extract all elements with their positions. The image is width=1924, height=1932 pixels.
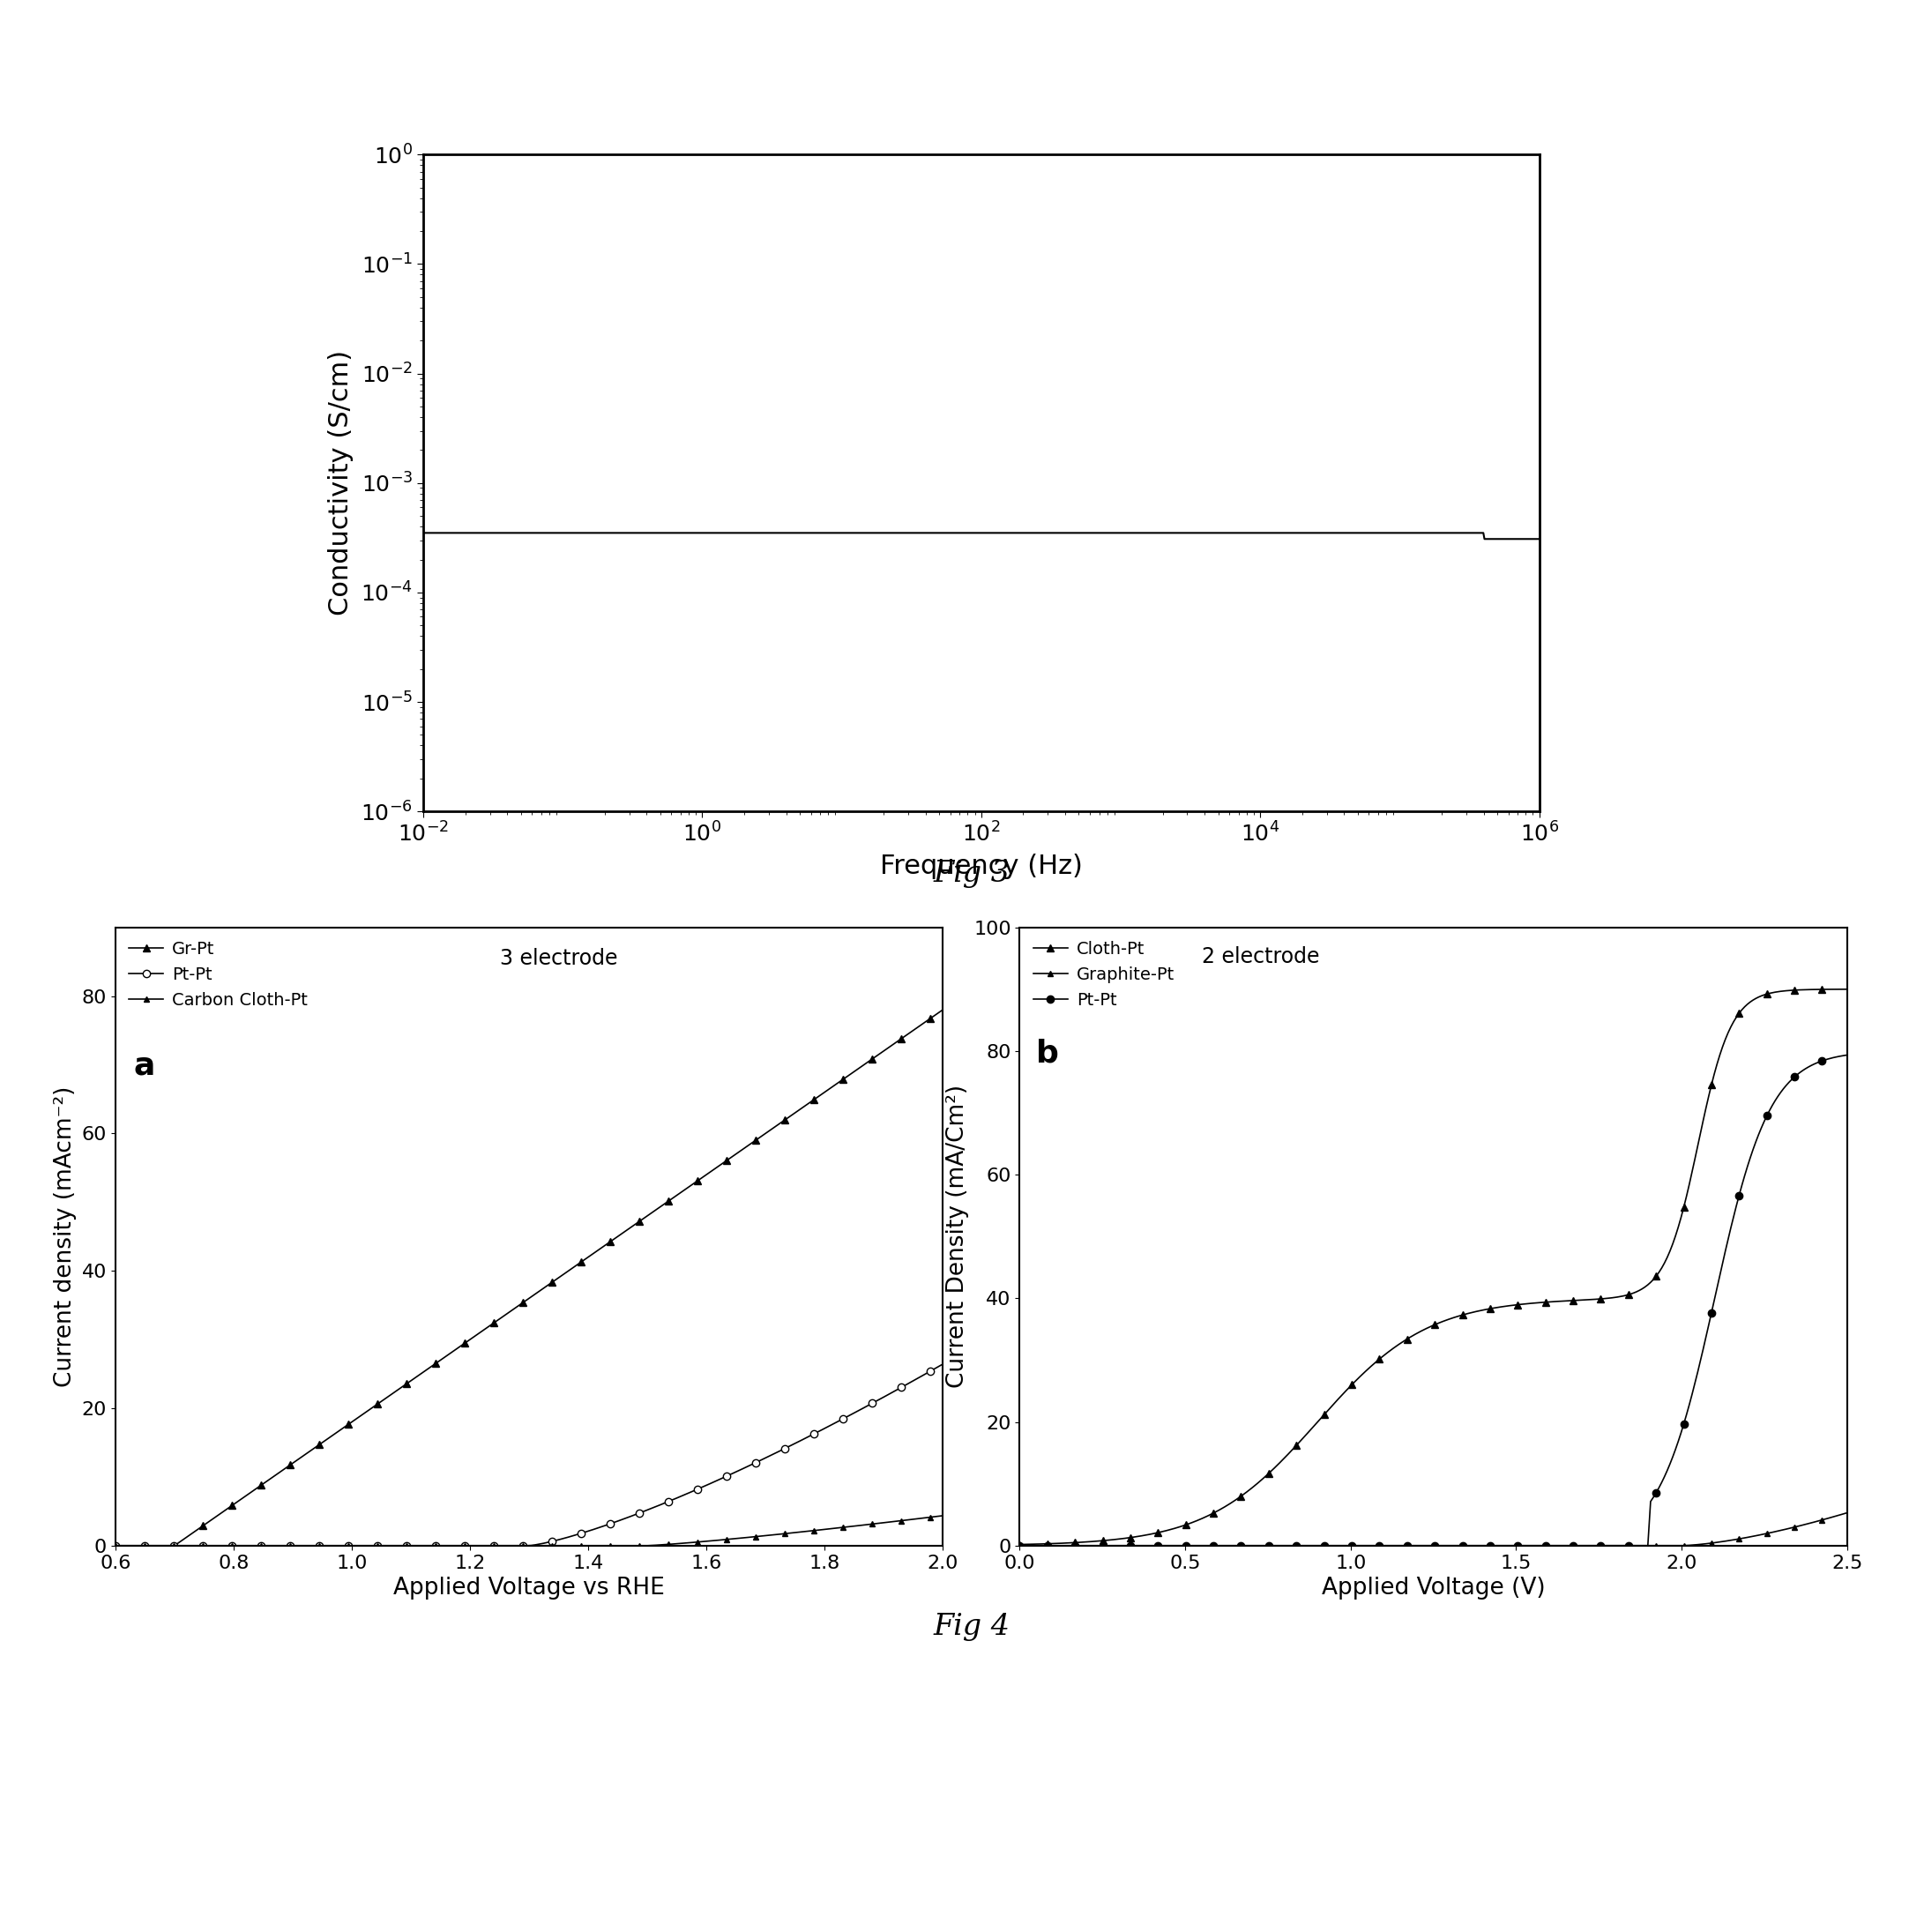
- Pt-Pt: [137, 1534, 160, 1557]
- X-axis label: Applied Voltage vs RHE: Applied Voltage vs RHE: [392, 1577, 666, 1600]
- Y-axis label: Current Density (mA/Cm²): Current Density (mA/Cm²): [947, 1084, 968, 1389]
- Pt-Pt: [860, 1391, 883, 1414]
- Cloth-Pt: [1010, 1532, 1033, 1555]
- Pt-Pt: [258, 1534, 281, 1557]
- Gr-Pt: [325, 1422, 348, 1445]
- Pt-Pt: [1835, 1043, 1859, 1066]
- Line: Pt-Pt: Pt-Pt: [1016, 1051, 1851, 1549]
- Carbon Cloth-Pt: [860, 1513, 883, 1536]
- Gr-Pt: [154, 1534, 177, 1557]
- Text: b: b: [1037, 1039, 1058, 1068]
- Legend: Cloth-Pt, Graphite-Pt, Pt-Pt: Cloth-Pt, Graphite-Pt, Pt-Pt: [1027, 935, 1179, 1014]
- Text: 2 electrode: 2 electrode: [1202, 947, 1320, 968]
- Graphite-Pt: [1759, 1520, 1782, 1544]
- X-axis label: Frequency (Hz): Frequency (Hz): [879, 854, 1083, 879]
- Cloth-Pt: [1514, 1293, 1537, 1316]
- Pt-Pt: [1010, 1534, 1033, 1557]
- Line: Graphite-Pt: Graphite-Pt: [1016, 1509, 1851, 1549]
- Carbon Cloth-Pt: [137, 1534, 160, 1557]
- Line: Carbon Cloth-Pt: Carbon Cloth-Pt: [112, 1513, 947, 1549]
- Line: Gr-Pt: Gr-Pt: [112, 1007, 947, 1549]
- Gr-Pt: [137, 1534, 160, 1557]
- Carbon Cloth-Pt: [154, 1534, 177, 1557]
- Carbon Cloth-Pt: [325, 1534, 348, 1557]
- Pt-Pt: [1499, 1534, 1522, 1557]
- Y-axis label: Conductivity (S/cm): Conductivity (S/cm): [329, 350, 354, 616]
- Pt-Pt: [1008, 1534, 1031, 1557]
- Pt-Pt: [154, 1534, 177, 1557]
- Graphite-Pt: [1705, 1530, 1728, 1553]
- Graphite-Pt: [1501, 1534, 1524, 1557]
- Gr-Pt: [931, 999, 954, 1022]
- Cloth-Pt: [1499, 1294, 1522, 1318]
- Graphite-Pt: [1010, 1534, 1033, 1557]
- Gr-Pt: [258, 1468, 281, 1492]
- Carbon Cloth-Pt: [258, 1534, 281, 1557]
- Text: 3 electrode: 3 electrode: [500, 949, 618, 970]
- Carbon Cloth-Pt: [931, 1505, 954, 1528]
- Graphite-Pt: [1835, 1501, 1859, 1524]
- Line: Pt-Pt: Pt-Pt: [112, 1360, 947, 1549]
- Pt-Pt: [1514, 1534, 1537, 1557]
- Y-axis label: Current density (mAcm⁻²): Current density (mAcm⁻²): [54, 1086, 77, 1387]
- X-axis label: Applied Voltage (V): Applied Voltage (V): [1322, 1577, 1545, 1600]
- Carbon Cloth-Pt: [889, 1509, 912, 1532]
- Carbon Cloth-Pt: [104, 1534, 127, 1557]
- Pt-Pt: [889, 1376, 912, 1399]
- Gr-Pt: [889, 1028, 912, 1051]
- Line: Cloth-Pt: Cloth-Pt: [1016, 985, 1851, 1548]
- Cloth-Pt: [1835, 978, 1859, 1001]
- Gr-Pt: [860, 1047, 883, 1070]
- Graphite-Pt: [1514, 1534, 1537, 1557]
- Graphite-Pt: [1499, 1534, 1522, 1557]
- Cloth-Pt: [1705, 1053, 1728, 1076]
- Cloth-Pt: [1759, 981, 1782, 1005]
- Graphite-Pt: [1008, 1534, 1031, 1557]
- Legend: Gr-Pt, Pt-Pt, Carbon Cloth-Pt: Gr-Pt, Pt-Pt, Carbon Cloth-Pt: [123, 935, 314, 1014]
- Text: a: a: [133, 1051, 154, 1082]
- Pt-Pt: [325, 1534, 348, 1557]
- Gr-Pt: [104, 1534, 127, 1557]
- Pt-Pt: [1759, 1099, 1782, 1122]
- Pt-Pt: [104, 1534, 127, 1557]
- Pt-Pt: [1705, 1277, 1728, 1300]
- Text: Fig 3: Fig 3: [933, 860, 1010, 889]
- Pt-Pt: [1501, 1534, 1524, 1557]
- Cloth-Pt: [1008, 1532, 1031, 1555]
- Cloth-Pt: [1501, 1294, 1524, 1318]
- Text: Fig 4: Fig 4: [933, 1613, 1010, 1642]
- Pt-Pt: [931, 1352, 954, 1376]
